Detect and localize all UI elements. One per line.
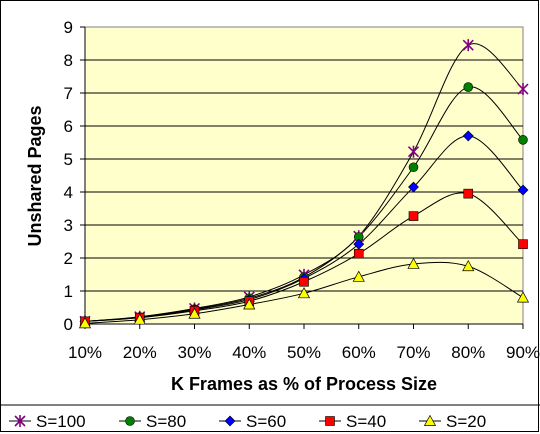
data-point bbox=[462, 39, 474, 52]
legend-label: S=60 bbox=[246, 412, 286, 431]
legend-item: S=20 bbox=[419, 412, 486, 431]
legend-item: S=40 bbox=[319, 412, 386, 431]
y-tick-label: 6 bbox=[64, 117, 73, 136]
legend-item: S=60 bbox=[219, 412, 286, 431]
data-point bbox=[462, 260, 475, 272]
legend-label: S=40 bbox=[346, 412, 386, 431]
data-point bbox=[188, 307, 201, 319]
data-point bbox=[407, 145, 420, 158]
data-point bbox=[408, 211, 419, 221]
y-tick-label: 3 bbox=[64, 216, 73, 235]
data-point bbox=[78, 317, 92, 329]
gridlines bbox=[85, 59, 523, 292]
y-tick-label: 4 bbox=[64, 183, 73, 202]
legend-marker bbox=[125, 416, 135, 426]
legend-marker bbox=[325, 416, 335, 426]
data-point bbox=[462, 130, 474, 142]
y-tick-label: 7 bbox=[64, 84, 73, 103]
series-markers bbox=[78, 39, 530, 329]
data-point bbox=[133, 313, 146, 325]
x-tick-label: 20% bbox=[123, 343, 157, 362]
y-tick-label: 8 bbox=[64, 51, 73, 70]
data-point bbox=[518, 135, 528, 145]
y-tick-label: 5 bbox=[64, 150, 73, 169]
x-axis-ticks: 10% 20% 30% 40% 50% 60% 70% 80% 90% bbox=[68, 323, 540, 362]
x-tick-label: 70% bbox=[396, 343, 430, 362]
legend-marker bbox=[224, 415, 236, 427]
legend-marker bbox=[423, 414, 437, 426]
data-point bbox=[353, 248, 364, 259]
data-point bbox=[299, 276, 309, 287]
legend-label: S=20 bbox=[446, 412, 486, 431]
series-line-s60 bbox=[84, 135, 524, 322]
data-point bbox=[516, 291, 530, 303]
data-point bbox=[463, 82, 474, 92]
data-point bbox=[408, 162, 419, 173]
legend-label: S=100 bbox=[36, 412, 86, 431]
data-point bbox=[518, 239, 528, 249]
data-point bbox=[407, 257, 420, 269]
x-tick-label: 30% bbox=[177, 343, 211, 362]
legend-label: S=80 bbox=[146, 412, 186, 431]
x-tick-label: 80% bbox=[451, 343, 485, 362]
data-point bbox=[243, 298, 256, 310]
legend-item: S=80 bbox=[119, 412, 186, 431]
y-axis-ticks: 0 1 2 3 4 5 6 7 8 9 bbox=[64, 18, 86, 334]
x-tick-label: 10% bbox=[68, 343, 102, 362]
data-point bbox=[408, 181, 419, 193]
data-point bbox=[463, 188, 474, 199]
data-point bbox=[352, 270, 365, 282]
legend: S=100 S=80 S=60 S=40 S=20 bbox=[9, 412, 486, 431]
y-axis-title: Unshared Pages bbox=[25, 105, 45, 246]
x-tick-label: 60% bbox=[342, 343, 376, 362]
legend-marker bbox=[14, 415, 26, 427]
y-tick-label: 0 bbox=[64, 315, 73, 334]
x-axis-title: K Frames as % of Process Size bbox=[171, 374, 437, 394]
y-tick-label: 1 bbox=[64, 282, 73, 301]
data-point bbox=[517, 184, 529, 196]
legend-item: S=100 bbox=[9, 412, 86, 431]
x-tick-label: 40% bbox=[232, 343, 266, 362]
y-tick-label: 9 bbox=[64, 18, 73, 37]
data-point bbox=[517, 83, 529, 96]
x-tick-label: 90% bbox=[506, 343, 540, 362]
y-tick-label: 2 bbox=[64, 249, 73, 268]
data-point bbox=[297, 287, 311, 299]
x-tick-label: 50% bbox=[287, 343, 321, 362]
